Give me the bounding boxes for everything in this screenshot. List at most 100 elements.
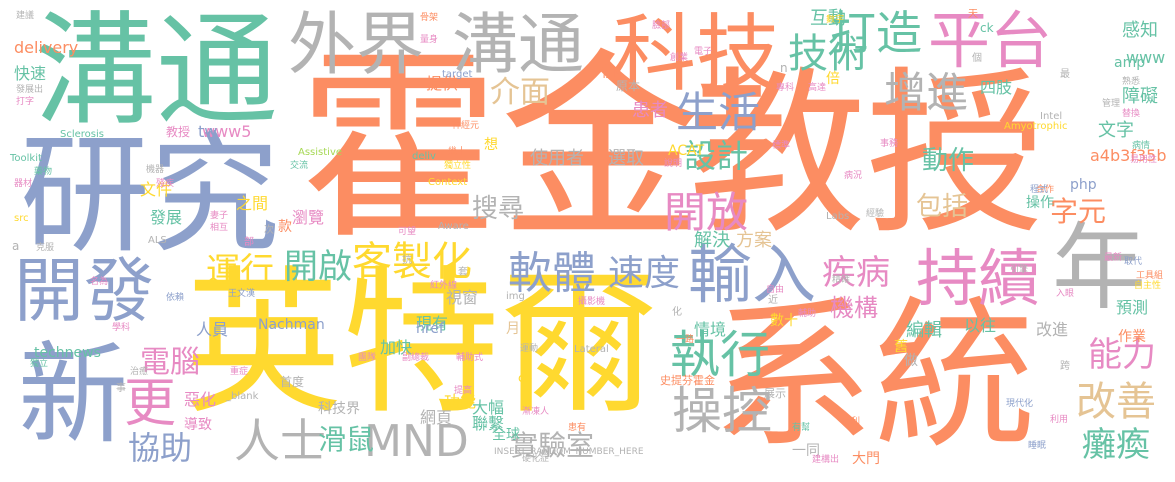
word-quanqiu: 全球 <box>492 427 520 443</box>
word-hezuo: 合作 <box>1036 185 1055 195</box>
word-gaijin: 改進 <box>1036 320 1069 339</box>
word-technews: technews <box>34 345 101 361</box>
word-sousuo: 搜尋 <box>472 194 525 224</box>
word-zuoye: 作業 <box>1118 329 1146 345</box>
word-xuanqu: 選取 <box>608 148 644 169</box>
word-jishi: 幾十 <box>448 147 467 157</box>
word-cb: cb <box>518 371 533 385</box>
word-dongzuo: 動作 <box>922 146 975 176</box>
word-dianzi: 電子 <box>694 47 713 57</box>
word-amp: amp <box>1114 55 1146 71</box>
word-sizhi: 四肢 <box>980 78 1013 97</box>
word-jin: 近 <box>768 295 778 306</box>
word-jiejue: 解決 <box>694 230 730 251</box>
word-duli: 獨立 <box>30 359 49 369</box>
word-qingjing: 情境 <box>694 320 727 339</box>
word-ruanti: 軟體 <box>508 248 596 299</box>
word-shuru: 輸入 <box>688 239 816 313</box>
word-acat: ACAT <box>668 143 705 159</box>
word-n: n <box>780 61 788 75</box>
word-zhanshi: 展示 <box>764 387 786 400</box>
word-shiyanshi: 實驗室 <box>510 429 595 462</box>
word-hongwaixian: 紅外線 <box>430 281 458 291</box>
word-wenjian: 文件 <box>140 180 173 199</box>
word-jishu: 技術 <box>788 31 868 77</box>
word-kaifa: 開發 <box>14 250 154 332</box>
word-xiezhu: 協助 <box>128 429 193 467</box>
word-labs: Labs <box>826 211 850 222</box>
word-renyuan: 人員 <box>196 320 229 339</box>
word-dafu: 大幅 <box>472 398 505 417</box>
word-sheyingji: 攝影機 <box>578 297 606 307</box>
word-zui: 最 <box>1060 69 1070 80</box>
word-aware: Aware <box>438 221 469 232</box>
word-qian: 前 <box>602 65 616 81</box>
word-biaozhun: 標準 <box>772 141 791 151</box>
word-sudu: 速度 <box>608 253 681 294</box>
word-jiqi: 機器 <box>146 165 165 175</box>
word-shushi: 數十 <box>770 313 798 329</box>
word-goutong-green: 溝通 <box>34 0 278 142</box>
word-mingwei: 名為 <box>90 277 109 287</box>
word-keji-orange: 科技 <box>612 5 781 103</box>
word-intel: Intel <box>1040 111 1063 122</box>
word-fuzhushi: 輔助式 <box>456 353 484 363</box>
word-jiangouchu: 建構出 <box>812 455 840 465</box>
word-bei: 倍 <box>826 71 840 87</box>
word-kezhihua: 客製化 <box>352 239 472 285</box>
word-ge: 個 <box>972 53 982 64</box>
word-zhongzheng: 重症 <box>230 367 249 377</box>
word-kaiqi: 開啟 <box>284 247 352 287</box>
word-blank: _blank <box>226 391 259 402</box>
word-mnd: MND <box>364 416 469 467</box>
word-xianyou: 現有 <box>416 314 449 333</box>
word-kejijie: 科技界 <box>318 401 360 417</box>
word-yinqing: 引擎 <box>1010 265 1029 275</box>
word-yunxing: 運行 <box>206 251 274 291</box>
word-shuzi: 數字 <box>826 15 845 25</box>
word-ziyou: 自由 <box>766 285 785 295</box>
word-yue: 月 <box>506 321 520 337</box>
word-shenjingyuan: 神經元 <box>452 121 480 131</box>
word-deliv: deliv <box>412 151 436 162</box>
word-tihuan: 替換 <box>1122 109 1141 119</box>
word-guanli: 管理 <box>1102 99 1121 109</box>
word-a4b3f35b: a4b3f35b <box>1090 146 1167 165</box>
word-jingyan: 經驗 <box>866 209 885 219</box>
word-tao: 套 <box>458 267 468 278</box>
word-waijie: 外界 <box>288 6 425 85</box>
word-dulixing: 獨立性 <box>444 161 472 171</box>
word-chengshi: 程式 <box>1030 185 1049 195</box>
word-shichuang: 視窗 <box>446 288 479 307</box>
word-jibing: 疾病 <box>822 253 890 293</box>
word-kefu: 克服 <box>36 243 55 253</box>
word-fangan: 方案 <box>736 230 772 251</box>
word-zengjin: 增進 <box>884 68 969 117</box>
word-ehua: 惡化 <box>184 390 217 409</box>
word-www5: www5 <box>202 122 252 141</box>
word-baokuo: 包括 <box>916 192 969 222</box>
word-php: php <box>1070 177 1097 193</box>
word-bu: 部 <box>244 237 254 248</box>
word-liangshen: 量身 <box>420 35 439 45</box>
word-geng: 更 <box>124 374 177 434</box>
word-wangye: 網頁 <box>420 408 453 427</box>
word-shuxi: 熟悉 <box>1122 77 1141 87</box>
word-jiaoshou: 教授 <box>688 51 1044 258</box>
word-tuandui: 團隊 <box>358 353 377 363</box>
word-img: img <box>506 291 525 302</box>
word-zuixin: 最新 <box>1104 253 1123 263</box>
word-zhixing: 執行 <box>670 326 770 384</box>
word-dazao: 打造 <box>830 6 922 60</box>
word-gujia: 骨架 <box>420 13 439 23</box>
word-huanzhe: 患者 <box>632 100 668 121</box>
word-shoudu: 首度 <box>280 375 305 389</box>
word-kaifang: 開放 <box>664 188 749 237</box>
word-delivery: delivery <box>14 38 79 57</box>
word-nian: 年 <box>1052 214 1147 323</box>
word-kua: 跨 <box>1060 361 1070 372</box>
word-yanjiu: 研究 <box>20 119 281 271</box>
word-shubiao: 滑鼠 <box>318 423 375 456</box>
word-zhuanli: 專利 <box>842 417 861 427</box>
word-yuanben: 原本 <box>616 79 641 93</box>
